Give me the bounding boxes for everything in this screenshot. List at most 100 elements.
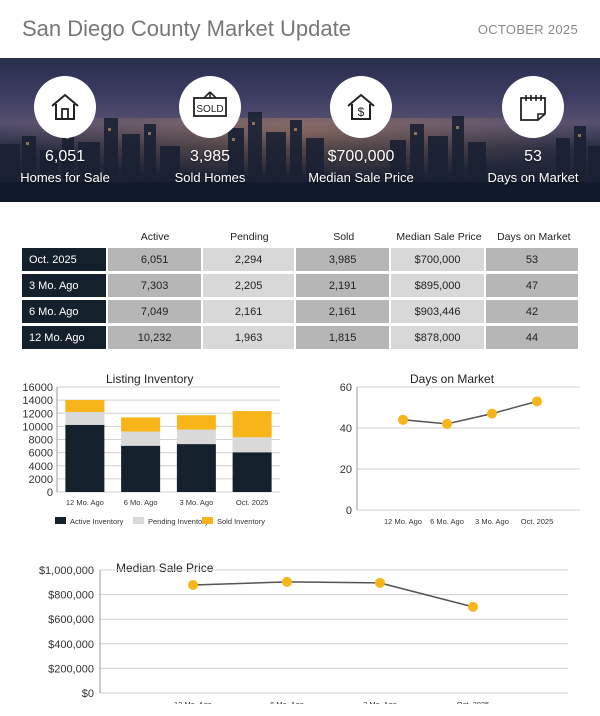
table-row: Oct. 2025 6,051 2,294 3,985 $700,000 53 (22, 248, 580, 271)
city-skyline-image (0, 112, 600, 202)
x-tick-label: 12 Mo. Ago (66, 498, 104, 507)
hero-banner: 6,051 Homes for Sale SOLD 3,985 Sold Hom… (0, 58, 600, 202)
table-header-active: Active (140, 231, 170, 243)
bar-pending-inventory (121, 431, 161, 446)
legend-label: Pending Inventory (148, 517, 209, 526)
bar-sold-inventory (232, 411, 272, 438)
calendar-icon (502, 76, 564, 138)
cell-days-on-market: 47 (486, 274, 578, 297)
cell-days-on-market: 44 (486, 326, 578, 349)
x-tick-label: 6 Mo. Ago (430, 517, 464, 526)
stat-days-on-market: 53 Days on Market (463, 76, 600, 185)
x-tick-label: 3 Mo. Ago (363, 700, 397, 704)
y-tick-label: $200,000 (48, 663, 94, 675)
row-label: Oct. 2025 (22, 248, 107, 271)
dom-chart-title: Days on Market (410, 372, 495, 386)
cell-sold: 2,161 (296, 300, 390, 323)
y-tick-label: 16000 (22, 382, 53, 394)
x-tick-label: 12 Mo. Ago (384, 517, 422, 526)
y-tick-label: $800,000 (48, 590, 94, 602)
data-point (468, 601, 478, 612)
report-month: OCTOBER 2025 (477, 22, 578, 37)
y-tick-label: 14000 (22, 395, 53, 407)
page-header: San Diego County Market Update OCTOBER 2… (0, 0, 600, 58)
x-tick-label: 12 Mo. Ago (174, 700, 212, 704)
y-tick-label: 10000 (22, 421, 53, 433)
y-tick-label: $1,000,000 (39, 565, 94, 577)
series-line (402, 400, 538, 425)
data-point (188, 580, 198, 591)
cell-active: 7,303 (108, 274, 202, 297)
data-point (487, 408, 497, 419)
sold-sign-icon: SOLD (179, 76, 241, 138)
stat-homes-for-sale: 6,051 Homes for Sale (0, 76, 135, 185)
bar-active-inventory (232, 452, 272, 492)
y-tick-label: $0 (82, 688, 94, 700)
days-on-market-chart: 0 20 40 60 12 Mo. Ago 6 Mo. Ago 3 Mo. Ago Oct. … (340, 382, 580, 526)
x-tick-label: Oct. 2025 (521, 517, 554, 526)
table-row: 6 Mo. Ago 7,049 2,161 2,161 $903,446 42 (22, 300, 580, 323)
house-icon (34, 76, 96, 138)
y-tick-label: $600,000 (48, 614, 94, 626)
bar-sold-inventory (176, 415, 216, 430)
sold-sign-text: SOLD (196, 104, 223, 115)
y-tick-label: 6000 (29, 448, 53, 460)
cell-pending: 1,963 (203, 326, 295, 349)
series-line (192, 581, 474, 608)
page-title: San Diego County Market Update (22, 16, 351, 41)
x-tick-label: 6 Mo. Ago (124, 498, 158, 507)
cell-active: 7,049 (108, 300, 202, 323)
stat-label: Sold Homes (174, 170, 246, 185)
legend-swatch (133, 517, 144, 524)
x-tick-label: Oct. 2025 (236, 498, 269, 507)
cell-days-on-market: 42 (486, 300, 578, 323)
table-header-pending: Pending (230, 231, 269, 243)
bar-active-inventory (176, 444, 216, 492)
y-tick-label: 2000 (29, 474, 53, 486)
table-header-sold: Sold (333, 231, 355, 243)
cell-pending: 2,294 (203, 248, 295, 271)
table-row: 12 Mo. Ago 10,232 1,963 1,815 $878,000 4… (22, 326, 580, 349)
cell-median-price: $895,000 (391, 274, 485, 297)
cell-active: 6,051 (108, 248, 202, 271)
legend-swatch (55, 517, 66, 524)
stat-value: 53 (524, 148, 542, 165)
median-sale-price-chart: $0 $200,000 $400,000 $600,000 $800,000 $1,000… (39, 565, 568, 704)
cell-sold: 3,985 (296, 248, 390, 271)
inventory-chart-title: Listing Inventory (106, 372, 194, 386)
cell-days-on-market: 53 (486, 248, 578, 271)
stat-label: Median Sale Price (308, 170, 414, 185)
bar-sold-inventory (121, 417, 161, 432)
bar-pending-inventory (232, 437, 272, 453)
data-point (442, 418, 452, 429)
stat-label: Days on Market (487, 170, 579, 185)
house-dollar-icon: $ (330, 76, 392, 138)
cell-active: 10,232 (108, 326, 202, 349)
bar-active-inventory (121, 445, 161, 492)
y-tick-label: 60 (340, 382, 352, 394)
y-tick-label: 4000 (29, 461, 53, 473)
table-header-row: Active Pending Sold Median Sale Price Da… (22, 226, 580, 248)
table-header-median-price: Median Sale Price (396, 231, 482, 243)
bar-pending-inventory (65, 411, 105, 425)
stat-value: 3,985 (189, 148, 231, 165)
cell-pending: 2,161 (203, 300, 295, 323)
stat-value: $700,000 (327, 148, 395, 165)
market-stats-table: Active Pending Sold Median Sale Price Da… (22, 226, 580, 352)
y-tick-label: 0 (346, 505, 352, 517)
data-point (532, 396, 542, 407)
y-tick-label: 0 (47, 487, 53, 499)
bar-pending-inventory (176, 429, 216, 445)
stat-median-sale-price: $ $700,000 Median Sale Price (291, 76, 431, 185)
bar-active-inventory (65, 424, 105, 492)
stat-sold-homes: SOLD 3,985 Sold Homes (140, 76, 280, 185)
x-tick-label: 3 Mo. Ago (179, 498, 213, 507)
y-tick-label: 40 (340, 423, 352, 435)
cell-median-price: $700,000 (391, 248, 485, 271)
data-point (282, 576, 292, 587)
row-label: 3 Mo. Ago (22, 274, 107, 297)
cell-sold: 1,815 (296, 326, 390, 349)
x-tick-label: 3 Mo. Ago (475, 517, 509, 526)
y-tick-label: 20 (340, 464, 352, 476)
stat-label: Homes for Sale (20, 170, 110, 185)
